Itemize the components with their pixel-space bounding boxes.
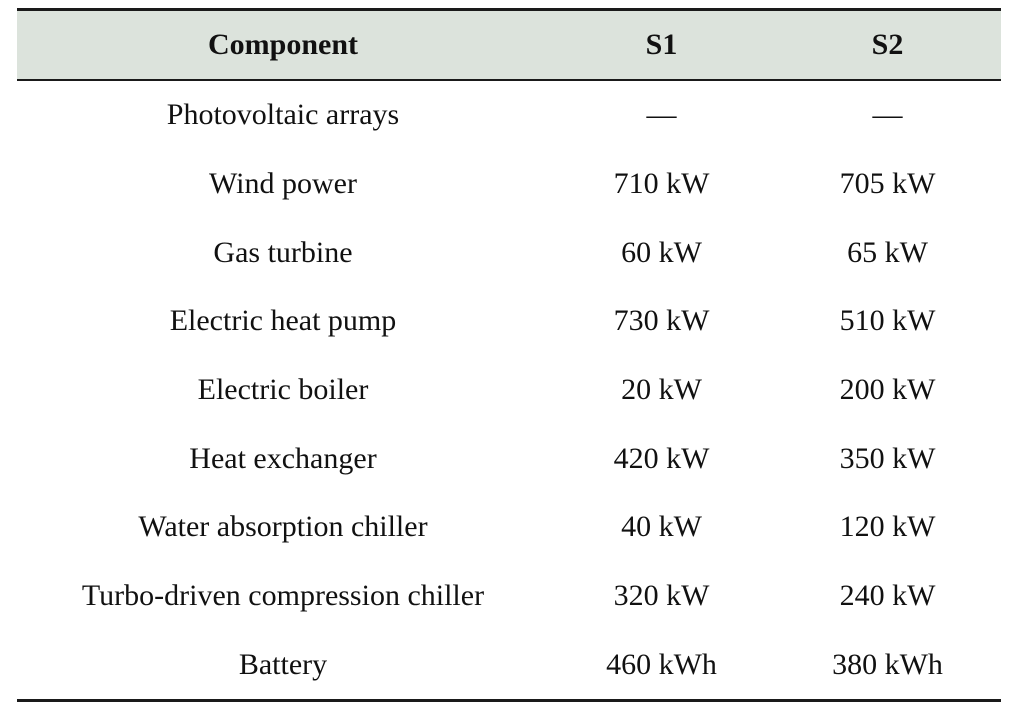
table-body: Photovoltaic arrays — — Wind power 710 k… — [17, 80, 1001, 703]
table-container: Component S1 S2 Photovoltaic arrays — — … — [17, 8, 1001, 703]
table-header: Component S1 S2 — [17, 8, 1001, 81]
table-row: Turbo-driven compression chiller 320 kW … — [17, 562, 1001, 631]
cell-s1: 730 kW — [613, 304, 710, 338]
cell-component: Turbo-driven compression chiller — [81, 579, 485, 613]
cell-s1: 20 kW — [621, 373, 702, 407]
cell-component: Electric heat pump — [169, 304, 397, 338]
table-row: Water absorption chiller 40 kW 120 kW — [17, 493, 1001, 562]
cell-component: Electric boiler — [197, 373, 369, 407]
component-capacity-table: Component S1 S2 Photovoltaic arrays — — … — [17, 8, 1001, 703]
cell-s2: — — [872, 98, 903, 132]
header-s2: S2 — [774, 8, 1001, 81]
cell-s2: 120 kW — [839, 510, 936, 544]
cell-s2: 200 kW — [839, 373, 936, 407]
cell-component: Photovoltaic arrays — [166, 98, 400, 132]
cell-s1: 60 kW — [621, 235, 702, 269]
table-row: Wind power 710 kW 705 kW — [17, 150, 1001, 219]
cell-s2: 65 kW — [847, 235, 928, 269]
cell-s2: 240 kW — [839, 579, 936, 613]
cell-s1: — — [646, 98, 677, 132]
table-row: Battery 460 kWh 380 kWh — [17, 630, 1001, 703]
cell-s1: 710 kW — [613, 167, 710, 201]
table-row: Electric boiler 20 kW 200 kW — [17, 356, 1001, 425]
cell-s2: 705 kW — [839, 167, 936, 201]
cell-component: Water absorption chiller — [138, 510, 428, 544]
cell-component: Gas turbine — [213, 235, 353, 269]
cell-s1: 420 kW — [613, 441, 710, 475]
cell-s2: 380 kWh — [774, 630, 1001, 703]
header-s1: S1 — [549, 8, 774, 81]
cell-s1: 320 kW — [613, 579, 710, 613]
cell-s2: 350 kW — [839, 441, 936, 475]
cell-s1: 460 kWh — [549, 630, 774, 703]
header-component: Component — [17, 8, 549, 81]
cell-s2: 510 kW — [839, 304, 936, 338]
header-row: Component S1 S2 — [17, 8, 1001, 81]
table-row: Photovoltaic arrays — — — [17, 80, 1001, 150]
cell-component: Battery — [17, 630, 549, 703]
cell-component: Wind power — [209, 167, 357, 201]
cell-s1: 40 kW — [621, 510, 702, 544]
table-row: Heat exchanger 420 kW 350 kW — [17, 424, 1001, 493]
table-row: Gas turbine 60 kW 65 kW — [17, 218, 1001, 287]
cell-component: Heat exchanger — [189, 441, 377, 475]
table-row: Electric heat pump 730 kW 510 kW — [17, 287, 1001, 356]
